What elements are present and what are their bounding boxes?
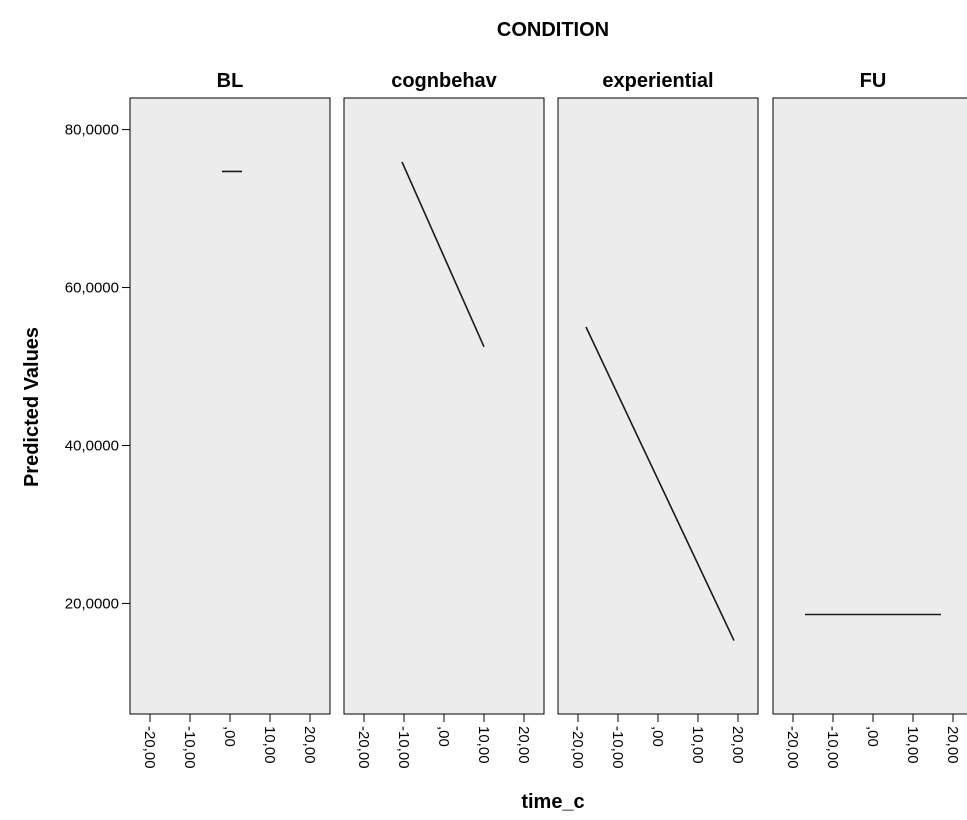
- x-tick-label: -20,00: [569, 726, 586, 769]
- panel-label: BL: [217, 70, 244, 92]
- x-tick-label: ,00: [649, 726, 666, 747]
- x-tick-label: 10,00: [904, 726, 921, 764]
- y-tick-label: 80,0000: [65, 122, 119, 139]
- y-tick-label: 60,0000: [65, 280, 119, 297]
- panel-frame: [129, 97, 331, 715]
- chart-title: CONDITION: [497, 19, 609, 41]
- x-tick-label: -10,00: [609, 726, 626, 769]
- x-tick-label: 10,00: [261, 726, 278, 764]
- panel-frame: [772, 97, 967, 715]
- series-line: [401, 161, 485, 348]
- panel-frame: [557, 97, 759, 715]
- x-tick-label: ,00: [221, 726, 238, 747]
- x-tick-label: ,00: [435, 726, 452, 747]
- y-tick-label: 20,0000: [65, 595, 119, 612]
- x-tick-label: ,00: [864, 726, 881, 747]
- x-tick-label: -20,00: [355, 726, 372, 769]
- y-axis-label: Predicted Values: [21, 327, 43, 487]
- x-tick-label: 10,00: [689, 726, 706, 764]
- x-tick-label: -10,00: [181, 726, 198, 769]
- plot-area: 20,0000 40,0000 60,0000 80,0000 BL -20,00 -10,…: [65, 70, 967, 769]
- series-line: [585, 326, 735, 641]
- x-tick-label: 20,00: [729, 726, 746, 764]
- y-tick-label: 40,0000: [65, 437, 119, 454]
- x-tick-label: 10,00: [475, 726, 492, 764]
- panel-label: experiential: [602, 70, 713, 92]
- x-tick-label: -20,00: [141, 726, 158, 769]
- x-tick-label: 20,00: [515, 726, 532, 764]
- x-tick-label: -20,00: [784, 726, 801, 769]
- x-tick-label: -10,00: [395, 726, 412, 769]
- panel-frame: [343, 97, 545, 715]
- x-tick-label: 20,00: [944, 726, 961, 764]
- panel-label: FU: [860, 70, 887, 92]
- x-tick-label: 20,00: [301, 726, 318, 764]
- x-tick-label: -10,00: [824, 726, 841, 769]
- panel-label: cognbehav: [391, 70, 497, 92]
- x-axis-label: time_c: [521, 791, 584, 813]
